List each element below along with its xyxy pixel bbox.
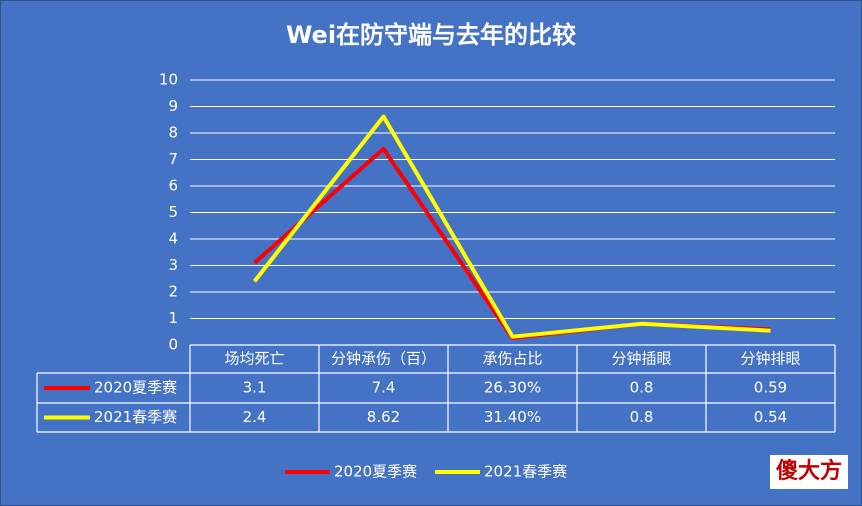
watermark-box [770, 455, 848, 489]
table-cell: 26.30% [484, 379, 541, 397]
table-row-label: 2020夏季赛 [94, 379, 177, 397]
y-tick-label: 6 [168, 177, 178, 195]
y-tick-label: 7 [168, 150, 178, 168]
chart-title: Wei在防守端与去年的比较 [286, 21, 576, 49]
watermark: 傻大方 [776, 458, 842, 484]
table-row-label: 2021春季赛 [94, 408, 177, 426]
y-tick-label: 1 [168, 309, 178, 327]
x-tick-label: 分钟排眼 [740, 350, 800, 368]
table-cell: 8.62 [367, 408, 400, 426]
table-cell: 0.54 [754, 408, 787, 426]
y-tick-label: 2 [168, 283, 178, 301]
series-line [252, 114, 771, 339]
table-cell: 2.4 [243, 408, 267, 426]
table-cell: 31.40% [484, 408, 541, 426]
y-tick-label: 5 [168, 203, 178, 221]
x-tick-label: 场均死亡 [224, 350, 284, 368]
x-tick-label: 承伤占比 [482, 350, 542, 368]
x-tick-label: 分钟插眼 [611, 350, 671, 368]
y-tick-label: 10 [159, 71, 178, 89]
table-cell: 3.1 [243, 379, 267, 397]
table-cell: 0.8 [630, 408, 654, 426]
legend-label: 2020夏季赛 [334, 463, 417, 481]
table-cell: 7.4 [372, 379, 396, 397]
table-cell: 0.8 [630, 379, 654, 397]
y-tick-label: 3 [168, 256, 178, 274]
y-tick-label: 9 [168, 97, 178, 115]
legend-label: 2021春季赛 [484, 463, 567, 481]
table-cell: 0.59 [754, 379, 787, 397]
y-tick-label: 0 [168, 336, 178, 354]
x-tick-label: 分钟承伤（百） [331, 350, 436, 368]
y-tick-label: 4 [168, 230, 178, 248]
y-tick-label: 8 [168, 124, 178, 142]
